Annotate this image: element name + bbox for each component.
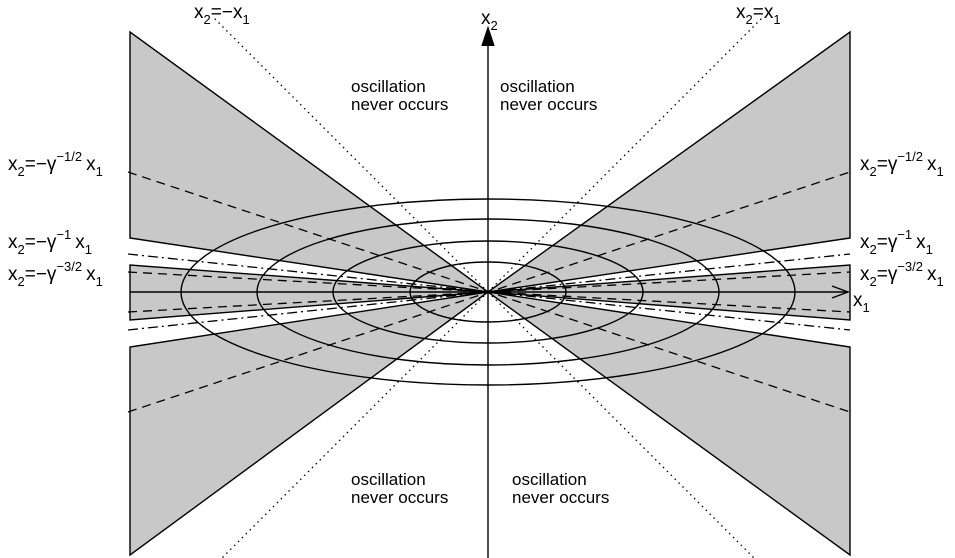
x2-axis-arrow: [481, 25, 495, 47]
region-top-left-line2: never occurs: [351, 95, 448, 114]
label-gamma-half-neg: x2=−γ−1/2 x1: [8, 149, 103, 179]
x2-axis-label: x2: [481, 8, 498, 33]
region-bottom-right-line1: oscillation: [512, 470, 587, 489]
sector-left-outer-top: [129, 30, 489, 293]
region-top-left-line1: oscillation: [351, 77, 426, 96]
line-x2-eq-x1-lower: [487, 291, 755, 558]
region-bottom-right-line2: never occurs: [512, 488, 609, 507]
sector-left-outer-bottom: [129, 291, 489, 557]
shaded-sectors: [129, 30, 851, 557]
region-bottom-left-line1: oscillation: [351, 470, 426, 489]
label-gamma-half-pos: x2=γ−1/2 x1: [860, 149, 944, 179]
label-x2-eq-minus-x1: x2=−x1: [194, 2, 250, 27]
region-labels: oscillation never occurs oscillation nev…: [351, 77, 609, 507]
label-gamma-one-neg: x2=−γ−1 x1: [8, 227, 92, 257]
line-x2-eq-minus-x1-lower: [221, 291, 489, 558]
diagonal-lines: [212, 16, 764, 558]
x1-axis-arrow: [831, 285, 850, 299]
label-x2-eq-x1: x2=x1: [736, 2, 781, 27]
region-top-right-line2: never occurs: [500, 95, 597, 114]
label-gamma-32-pos: x2=γ−3/2 x1: [860, 259, 944, 289]
label-gamma-32-neg: x2=−γ−3/2 x1: [8, 259, 103, 289]
region-top-right-line1: oscillation: [500, 77, 575, 96]
axes: [130, 25, 850, 558]
x1-axis-label: x1: [853, 290, 870, 315]
line-labels: x2=−x1 x2=x1 x2=−γ−1/2 x1 x2=−γ−1 x1 x2=−γ…: [8, 2, 944, 289]
sector-right-outer-top: [487, 30, 851, 293]
label-gamma-one-pos: x2=γ−1 x1: [860, 227, 933, 257]
region-bottom-left-line2: never occurs: [351, 488, 448, 507]
sector-right-outer-bottom: [487, 291, 851, 557]
